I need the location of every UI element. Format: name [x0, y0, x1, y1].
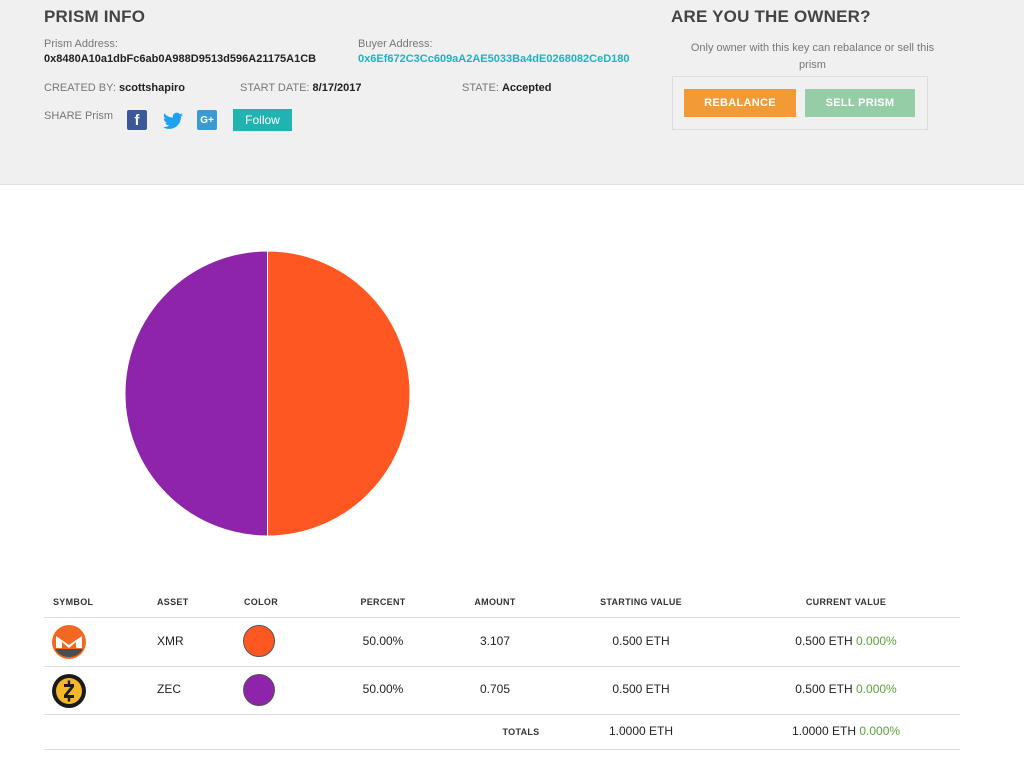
facebook-icon[interactable]: f: [127, 110, 147, 130]
header-amount: AMOUNT: [474, 597, 516, 607]
table-divider: [44, 749, 960, 750]
amount-value: 3.107: [479, 634, 511, 648]
percent-value: 50.00%: [362, 634, 404, 648]
state-label: STATE:: [462, 82, 499, 94]
created-by-label: CREATED BY:: [44, 82, 116, 94]
header-current-value: CURRENT VALUE: [805, 597, 887, 607]
pie-slice-zec: [124, 250, 268, 537]
header-starting-value: STARTING VALUE: [600, 597, 682, 607]
starting-value: 0.500 ETH: [612, 634, 670, 648]
rebalance-button[interactable]: REBALANCE: [684, 89, 796, 117]
current-value-change: 0.000%: [856, 682, 897, 696]
current-value: 0.500 ETH 0.000%: [795, 634, 896, 648]
prism-address-value: 0x8480A10a1dbFc6ab0A988D9513d596A21175A1…: [44, 53, 317, 65]
total-current-value: 1.0000 ETH 0.000%: [792, 724, 900, 738]
header-color: COLOR: [244, 597, 278, 607]
monero-icon: [52, 625, 86, 659]
zcash-icon: [52, 674, 86, 708]
start-date-label: START DATE:: [240, 82, 310, 94]
created-by-value: scottshapiro: [119, 82, 186, 94]
total-current-change: 0.000%: [859, 724, 901, 738]
current-value-amount: 0.500 ETH: [795, 634, 853, 648]
prism-info-title: PRISM INFO: [44, 7, 146, 26]
table-divider: [44, 666, 960, 667]
created-by: CREATED BY: scottshapiro: [44, 82, 185, 94]
table-divider: [44, 617, 960, 618]
share-label: SHARE Prism: [44, 110, 114, 122]
start-date-value: 8/17/2017: [312, 82, 362, 94]
buyer-address-label: Buyer Address:: [358, 38, 433, 50]
follow-button[interactable]: Follow: [233, 109, 292, 131]
sell-prism-button[interactable]: SELL PRISM: [805, 89, 915, 117]
prism-address-label: Prism Address:: [44, 38, 118, 50]
total-starting-value: 1.0000 ETH: [608, 724, 674, 738]
asset-name: XMR: [157, 634, 184, 648]
pie-chart-svg: [124, 250, 411, 537]
amount-value: 0.705: [479, 682, 511, 696]
current-value: 0.500 ETH 0.000%: [795, 682, 896, 696]
total-current-amount: 1.0000 ETH: [791, 724, 856, 738]
header-percent: PERCENT: [360, 597, 406, 607]
totals-label: TOTALS: [502, 727, 540, 737]
twitter-icon[interactable]: [163, 111, 183, 131]
pie-slice-xmr: [267, 250, 411, 537]
current-value-amount: 0.500 ETH: [795, 682, 853, 696]
starting-value: 0.500 ETH: [612, 682, 670, 696]
table-divider: [44, 714, 960, 715]
google-plus-icon[interactable]: G+: [197, 110, 217, 130]
current-value-change: 0.000%: [856, 634, 897, 648]
owner-actions-box: [672, 76, 928, 130]
header-asset: ASSET: [157, 597, 189, 607]
asset-color-swatch: [243, 625, 275, 657]
asset-color-swatch: [243, 674, 275, 706]
start-date: START DATE: 8/17/2017: [240, 82, 361, 94]
owner-note: Only owner with this key can rebalance o…: [690, 42, 935, 71]
state: STATE: Accepted: [462, 82, 551, 94]
percent-value: 50.00%: [362, 682, 404, 696]
asset-name: ZEC: [157, 682, 181, 696]
state-value: Accepted: [501, 82, 552, 94]
owner-title: ARE YOU THE OWNER?: [671, 7, 871, 26]
buyer-address-link[interactable]: 0x6Ef672C3Cc609aA2AE5033Ba4dE0268082CeD1…: [358, 53, 630, 65]
allocation-pie-chart: [124, 250, 411, 537]
header-symbol: SYMBOL: [53, 597, 94, 607]
